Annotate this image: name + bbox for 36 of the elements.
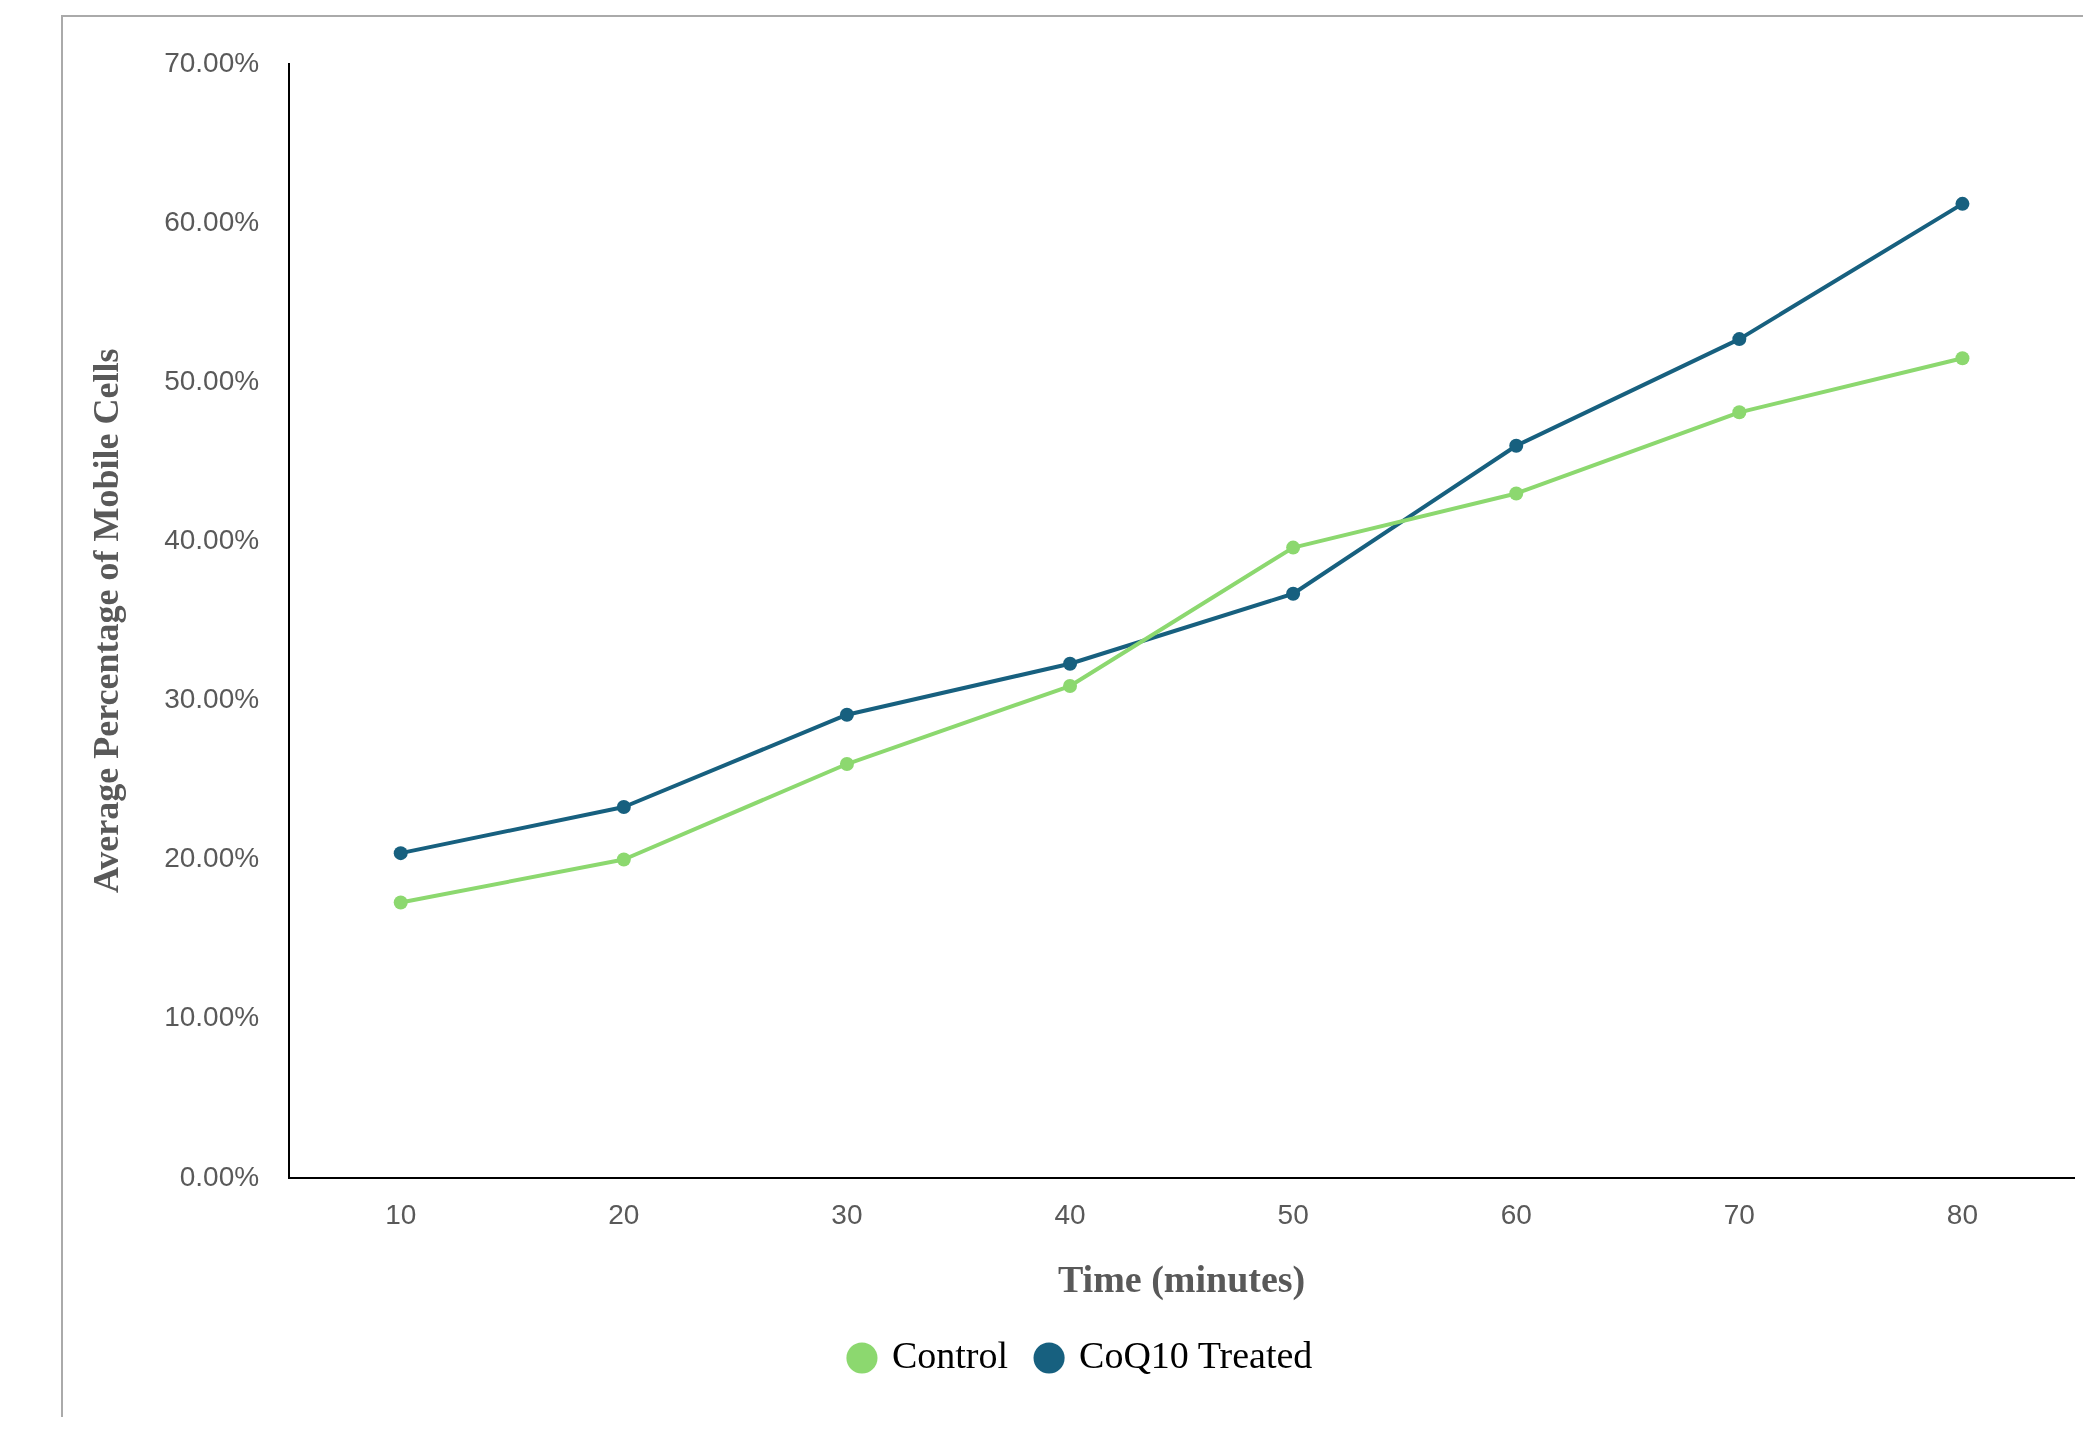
point <box>393 846 408 861</box>
point <box>393 895 408 910</box>
point <box>1509 438 1524 453</box>
point <box>1732 332 1747 347</box>
point <box>1286 586 1301 601</box>
x-tick-label: 20 <box>608 1199 640 1231</box>
y-tick-label: 30.00% <box>164 683 260 715</box>
x-tick-label: 10 <box>385 1199 417 1231</box>
x-tick-label: 80 <box>1946 1199 1979 1231</box>
y-tick-label: 20.00% <box>164 842 260 874</box>
y-tick-label: 50.00% <box>164 364 260 396</box>
point <box>616 800 631 814</box>
y-tick-label: 0.00% <box>179 1160 260 1192</box>
y-tick-label: 70.00% <box>164 46 260 78</box>
point <box>1955 351 1970 366</box>
x-tick-label: 70 <box>1723 1199 1755 1231</box>
x-tick-label: 60 <box>1500 1199 1532 1231</box>
point <box>616 852 631 867</box>
point <box>1063 656 1078 671</box>
point <box>1063 679 1078 694</box>
point <box>1509 486 1524 501</box>
point <box>839 757 854 772</box>
point <box>1955 196 1970 211</box>
x-axis-title: Time (minutes) <box>1057 1258 1306 1302</box>
x-tick-label: 30 <box>831 1199 863 1231</box>
point <box>1732 405 1747 420</box>
legend-label: Control <box>891 1333 1009 1376</box>
point <box>839 707 854 722</box>
point <box>1286 540 1301 555</box>
y-tick-label: 10.00% <box>164 1001 260 1033</box>
y-tick-label: 60.00% <box>164 205 260 237</box>
y-axis-title: Average Percentage of Mobile Cells <box>85 348 126 894</box>
legend-label: CoQ10 Treated <box>1079 1333 1313 1376</box>
y-tick-label: 40.00% <box>164 523 260 555</box>
x-tick-label: 50 <box>1277 1199 1309 1231</box>
x-tick-label: 40 <box>1054 1199 1086 1231</box>
